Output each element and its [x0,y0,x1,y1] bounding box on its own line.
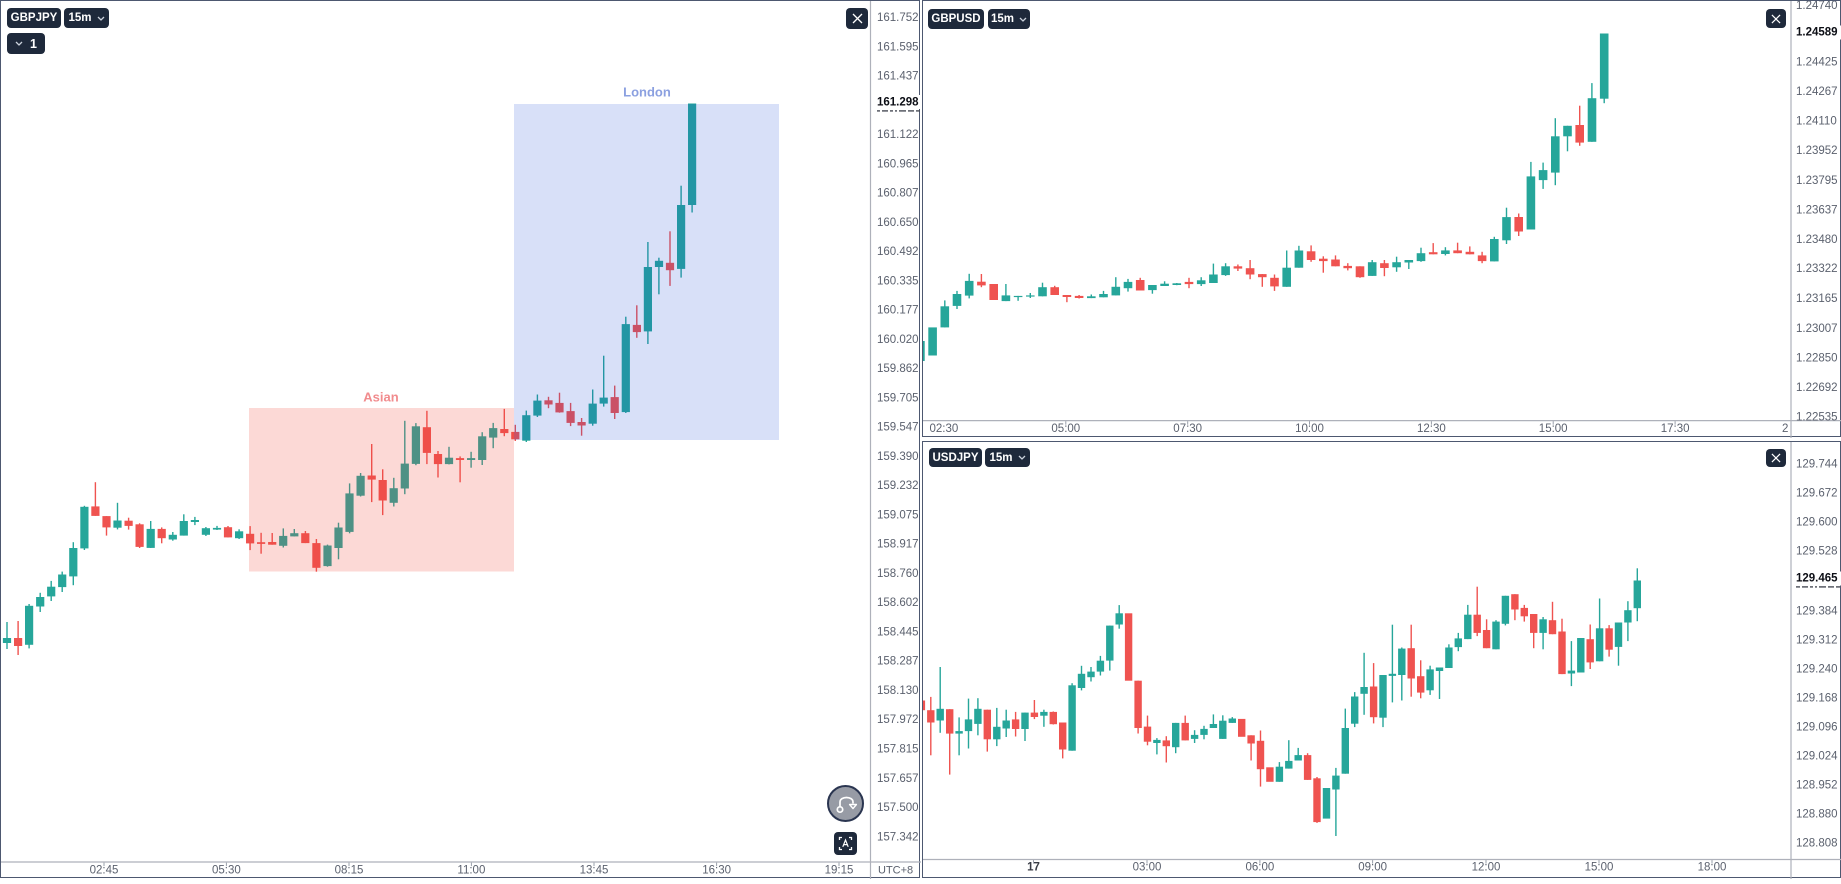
svg-text:161.595: 161.595 [877,41,919,53]
svg-text:1.22535: 1.22535 [1796,412,1838,424]
svg-text:17:30: 17:30 [1661,423,1690,435]
svg-text:15:00: 15:00 [1539,423,1568,435]
svg-text:1.24425: 1.24425 [1796,56,1838,68]
svg-text:159.547: 159.547 [877,422,919,434]
svg-text:07:30: 07:30 [1173,423,1202,435]
svg-text:157.657: 157.657 [877,773,919,785]
svg-text:2: 2 [1782,423,1788,435]
svg-text:1.23007: 1.23007 [1796,323,1838,335]
svg-text:128.880: 128.880 [1796,809,1838,821]
svg-text:129.384: 129.384 [1796,606,1838,618]
svg-text:158.760: 158.760 [877,568,919,580]
svg-text:161.752: 161.752 [877,12,919,24]
svg-text:160.492: 160.492 [877,246,919,258]
svg-text:1.24267: 1.24267 [1796,86,1838,98]
svg-text:12:30: 12:30 [1417,423,1446,435]
svg-text:02:30: 02:30 [930,423,959,435]
svg-text:157.815: 157.815 [877,744,919,756]
svg-text:128.952: 128.952 [1796,780,1838,792]
svg-text:1.24110: 1.24110 [1796,116,1837,128]
svg-text:159.705: 159.705 [877,392,919,404]
svg-text:160.965: 160.965 [877,158,919,170]
svg-text:1.22850: 1.22850 [1796,352,1838,364]
svg-text:02:45: 02:45 [90,865,119,877]
svg-text:128.808: 128.808 [1796,838,1838,850]
svg-text:129.744: 129.744 [1796,459,1838,471]
svg-text:157.972: 157.972 [877,714,919,726]
svg-text:129.312: 129.312 [1796,635,1838,647]
svg-text:1.23165: 1.23165 [1796,293,1838,305]
svg-text:1.22692: 1.22692 [1796,382,1838,394]
svg-text:129.600: 129.600 [1796,517,1838,529]
svg-text:158.130: 158.130 [877,685,919,697]
svg-text:1.23322: 1.23322 [1796,263,1838,275]
svg-text:UTC+8: UTC+8 [878,865,913,877]
svg-text:15:00: 15:00 [1585,862,1614,874]
svg-text:158.602: 158.602 [877,597,919,609]
svg-text:03:00: 03:00 [1133,862,1162,874]
svg-text:161.298: 161.298 [877,97,919,109]
svg-text:161.437: 161.437 [877,71,919,83]
svg-text:05:30: 05:30 [212,865,241,877]
svg-text:158.445: 158.445 [877,627,919,639]
svg-text:129.240: 129.240 [1796,664,1838,676]
svg-text:157.342: 157.342 [877,831,919,843]
svg-text:London: London [623,85,671,100]
svg-text:1.23952: 1.23952 [1796,145,1838,157]
svg-text:09:00: 09:00 [1358,862,1387,874]
svg-text:161.122: 161.122 [877,129,919,141]
svg-text:129.024: 129.024 [1796,751,1838,763]
svg-text:16:30: 16:30 [702,865,731,877]
svg-text:12:00: 12:00 [1472,862,1501,874]
svg-text:157.500: 157.500 [877,802,919,814]
svg-text:Asian: Asian [363,390,398,405]
svg-text:159.862: 159.862 [877,363,919,375]
svg-text:129.096: 129.096 [1796,722,1838,734]
svg-text:1.23637: 1.23637 [1796,204,1838,216]
svg-text:05:00: 05:00 [1051,423,1080,435]
svg-text:159.390: 159.390 [877,451,919,463]
svg-text:11:00: 11:00 [457,865,485,877]
svg-text:10:00: 10:00 [1295,423,1324,435]
svg-text:159.075: 159.075 [877,509,919,521]
svg-text:06:00: 06:00 [1246,862,1275,874]
svg-text:1.23480: 1.23480 [1796,234,1838,246]
svg-text:1.23795: 1.23795 [1796,175,1838,187]
svg-text:13:45: 13:45 [580,865,609,877]
svg-text:129.465: 129.465 [1796,573,1838,585]
svg-text:18:00: 18:00 [1698,862,1727,874]
svg-text:160.020: 160.020 [877,334,919,346]
svg-text:160.807: 160.807 [877,188,919,200]
svg-text:158.287: 158.287 [877,656,919,668]
svg-text:160.177: 160.177 [877,305,919,317]
svg-text:129.168: 129.168 [1796,693,1838,705]
svg-text:160.335: 160.335 [877,275,919,287]
svg-text:129.672: 129.672 [1796,488,1838,500]
svg-text:19:15: 19:15 [825,865,854,877]
svg-text:1.24589: 1.24589 [1796,27,1838,39]
svg-text:129.528: 129.528 [1796,546,1838,558]
svg-text:160.650: 160.650 [877,217,919,229]
svg-text:08:15: 08:15 [335,865,364,877]
svg-text:159.232: 159.232 [877,480,919,492]
svg-text:17: 17 [1027,862,1040,874]
svg-text:158.917: 158.917 [877,539,919,551]
svg-text:1.24740: 1.24740 [1796,1,1838,12]
